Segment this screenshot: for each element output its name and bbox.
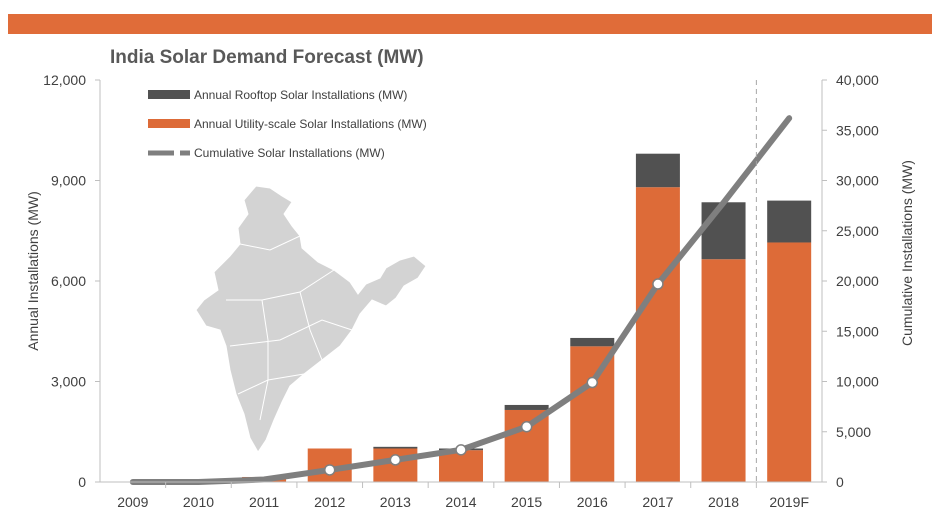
y2-tick-label: 40,000 — [836, 72, 879, 88]
cumulative-marker-2016 — [586, 376, 599, 389]
x-tick-label: 2009 — [117, 494, 148, 510]
y2-axis-title: Cumulative Installations (MW) — [899, 160, 915, 346]
bar-rooftop-2015 — [504, 404, 549, 410]
bar-rooftop-2019F — [767, 200, 812, 243]
x-tick-label: 2015 — [511, 494, 542, 510]
bar-rooftop-2017 — [635, 153, 680, 188]
x-tick-label: 2019F — [769, 494, 809, 510]
y-axis-title: Annual Installations (MW) — [25, 191, 41, 351]
bar-rooftop-2016 — [570, 337, 615, 347]
cumulative-marker-2013 — [389, 454, 402, 466]
india-map-icon — [195, 185, 427, 453]
y-tick-label: 9,000 — [51, 173, 86, 189]
bar-utility-2017 — [635, 187, 680, 482]
legend-label-rooftop: Annual Rooftop Solar Installations (MW) — [194, 88, 407, 102]
bar-utility-2018 — [701, 259, 746, 482]
cumulative-marker-2015 — [520, 420, 533, 433]
x-tick-label: 2017 — [642, 494, 673, 510]
x-tick-label: 2010 — [183, 494, 214, 510]
y-tick-label: 6,000 — [51, 273, 86, 289]
x-tick-label: 2016 — [577, 494, 608, 510]
y-tick-label: 0 — [78, 474, 86, 490]
y-tick-label: 3,000 — [51, 374, 86, 390]
cumulative-marker-2017 — [652, 278, 664, 290]
y2-tick-label: 30,000 — [836, 173, 879, 189]
y2-tick-label: 25,000 — [836, 223, 879, 239]
x-tick-label: 2018 — [708, 494, 739, 510]
legend-swatch-rooftop — [148, 90, 190, 99]
x-tick-label: 2012 — [314, 494, 345, 510]
bar-utility-2019F — [767, 242, 812, 482]
y-tick-label: 12,000 — [43, 72, 86, 88]
legend-label-cumulative: Cumulative Solar Installations (MW) — [194, 146, 385, 160]
legend: Annual Rooftop Solar Installations (MW) … — [148, 88, 427, 160]
y2-tick-label: 35,000 — [836, 122, 879, 138]
y2-tick-label: 20,000 — [836, 273, 879, 289]
x-tick-label: 2013 — [380, 494, 411, 510]
y2-tick-label: 5,000 — [836, 424, 871, 440]
legend-label-utility: Annual Utility-scale Solar Installations… — [194, 117, 427, 131]
bar-rooftop-2013 — [373, 446, 418, 449]
x-tick-label: 2014 — [445, 494, 476, 510]
y2-tick-label: 10,000 — [836, 374, 879, 390]
cumulative-marker-2014 — [455, 444, 467, 456]
bar-utility-2016 — [570, 346, 615, 482]
header-banner — [8, 14, 932, 34]
bar-rooftop-2018 — [701, 202, 746, 260]
cumulative-marker-2012 — [323, 464, 336, 476]
legend-swatch-utility — [148, 119, 190, 128]
y2-tick-label: 15,000 — [836, 323, 879, 339]
y2-tick-label: 0 — [836, 474, 844, 490]
chart-title: India Solar Demand Forecast (MW) — [110, 47, 424, 68]
bar-utility-2015 — [504, 409, 549, 482]
x-tick-label: 2011 — [249, 494, 279, 510]
